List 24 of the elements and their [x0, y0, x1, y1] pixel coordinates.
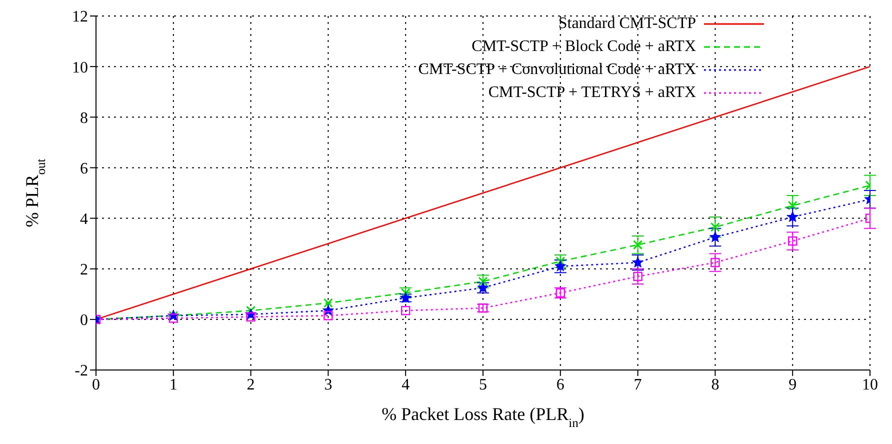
- x-axis-title: % Packet Loss Rate (PLR$_{in}$): [382, 404, 584, 430]
- x-tick-label: 3: [324, 376, 332, 394]
- x-tick-label: 8: [711, 376, 720, 394]
- x-tick-label: 0: [92, 376, 100, 394]
- y-tick-label: 8: [80, 110, 88, 127]
- y-tick-label: 6: [80, 160, 88, 178]
- legend-label: CMT-SCTP + Block Code + aRTX: [472, 38, 696, 56]
- legend-label: Standard CMT-SCTP: [558, 14, 696, 32]
- x-tick-label: 7: [634, 376, 642, 394]
- x-tick-label: 6: [556, 376, 564, 394]
- legend-label: CMT-SCTP + TETRYS + aRTX: [488, 84, 696, 102]
- y-tick-label: 0: [80, 312, 88, 330]
- y-tick-label: 4: [80, 210, 88, 228]
- x-tick-label: 5: [479, 376, 487, 394]
- x-tick-label: 1: [169, 376, 178, 394]
- y-tick-label: 12: [72, 8, 88, 26]
- y-tick-label: -2: [74, 362, 88, 380]
- y-tick-label: 10: [72, 59, 88, 76]
- y-tick-label: 2: [80, 262, 88, 279]
- x-tick-label: 4: [402, 376, 410, 394]
- x-tick-label: 9: [788, 376, 797, 394]
- x-tick-label: 2: [246, 376, 255, 394]
- x-tick-label: 10: [862, 376, 878, 394]
- legend-label: CMT-SCTP + Convolutional Code + aRTX: [418, 60, 696, 78]
